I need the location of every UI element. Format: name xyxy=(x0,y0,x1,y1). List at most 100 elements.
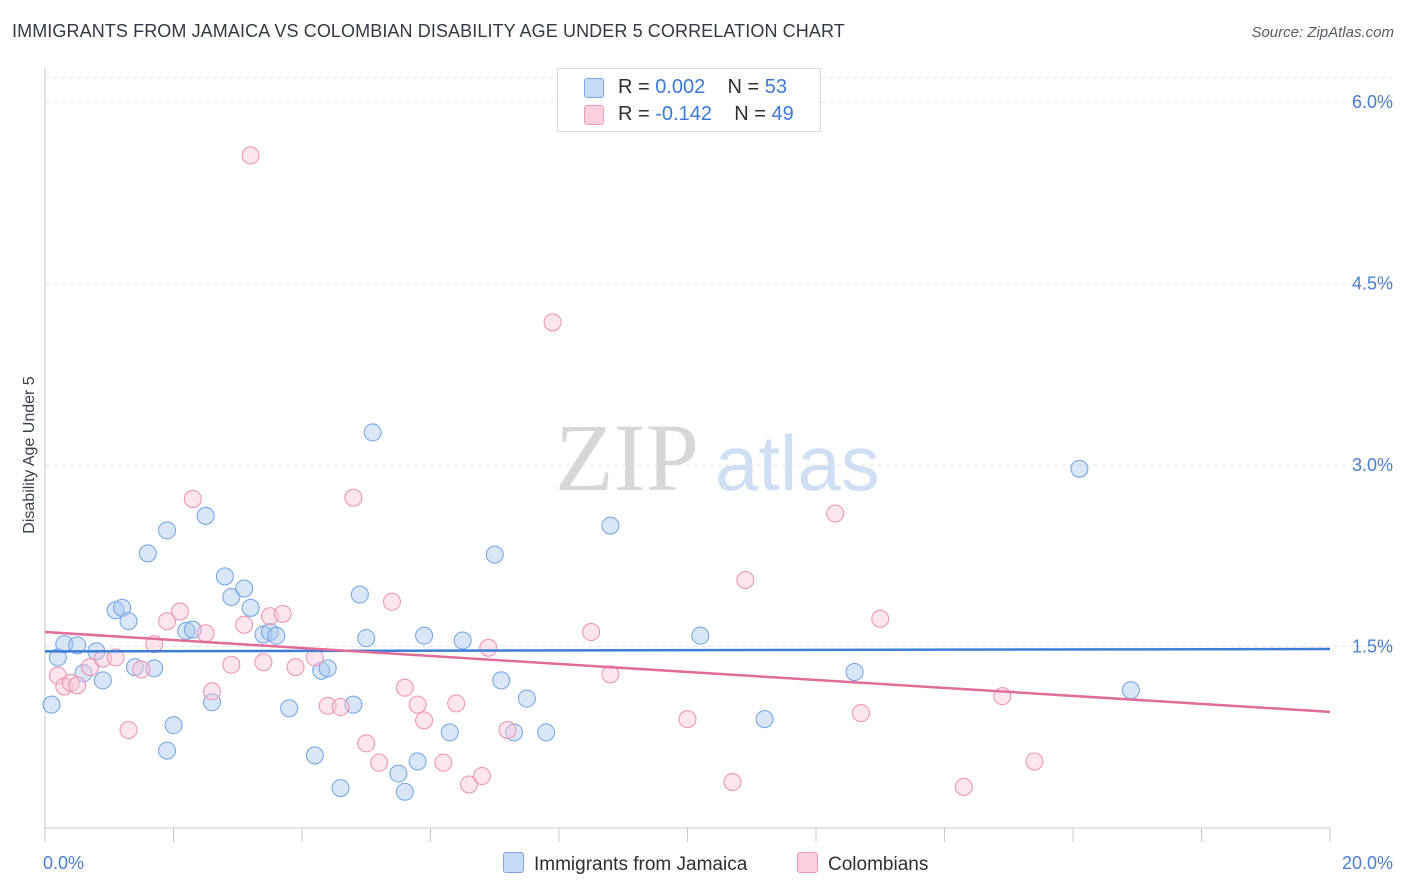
point-colombians xyxy=(434,753,453,772)
point-jamaica xyxy=(305,746,324,765)
point-colombians xyxy=(235,615,254,634)
point-colombians xyxy=(370,753,389,772)
point-colombians xyxy=(158,612,177,631)
trendline-jamaica xyxy=(44,647,1331,653)
point-jamaica xyxy=(440,723,459,742)
point-jamaica xyxy=(318,659,337,678)
point-jamaica xyxy=(145,659,164,678)
point-colombians xyxy=(871,609,890,628)
point-jamaica xyxy=(119,612,138,631)
point-colombians xyxy=(170,602,189,621)
legend-n-value-colombians: 49 xyxy=(771,103,794,125)
bottom-legend-swatch-jamaica xyxy=(503,852,524,873)
point-colombians xyxy=(331,698,350,717)
bottom-legend-label-colombians: Colombians xyxy=(828,854,929,875)
point-jamaica xyxy=(408,752,427,771)
point-colombians xyxy=(447,694,466,713)
point-jamaica xyxy=(1121,681,1140,700)
point-colombians xyxy=(395,678,414,697)
bottom-legend-swatch-colombians xyxy=(797,852,818,873)
point-colombians xyxy=(203,682,222,701)
watermark-zip: ZIP xyxy=(555,404,699,511)
legend-n-value-jamaica: 53 xyxy=(764,76,788,98)
point-jamaica xyxy=(158,741,177,760)
point-colombians xyxy=(1025,752,1044,771)
point-jamaica xyxy=(235,579,254,598)
point-colombians xyxy=(68,676,87,695)
point-jamaica xyxy=(196,506,215,525)
y-tick-label: 3.0% xyxy=(1352,455,1393,475)
point-jamaica xyxy=(395,782,414,801)
point-jamaica xyxy=(537,723,556,742)
point-colombians xyxy=(382,592,401,611)
axes xyxy=(44,68,1331,842)
point-jamaica xyxy=(164,716,183,735)
point-jamaica xyxy=(203,693,222,712)
point-colombians xyxy=(273,604,292,623)
watermark-atlas: atlas xyxy=(715,419,880,507)
bottom-legend-colombians: Colombians xyxy=(797,852,928,876)
point-colombians xyxy=(460,775,479,794)
point-colombians xyxy=(106,648,125,667)
point-jamaica xyxy=(1070,459,1089,478)
point-colombians xyxy=(678,710,697,729)
legend-n-label: N = xyxy=(734,103,772,125)
chart-title: IMMIGRANTS FROM JAMAICA VS COLOMBIAN DIS… xyxy=(12,21,845,41)
point-jamaica xyxy=(158,521,177,540)
y-tick-label: 6.0% xyxy=(1352,92,1393,112)
legend-r-label: R = xyxy=(618,103,656,125)
point-jamaica xyxy=(215,567,234,586)
point-colombians xyxy=(736,571,755,590)
point-colombians xyxy=(415,711,434,730)
point-colombians xyxy=(241,146,260,165)
point-jamaica xyxy=(357,629,376,648)
legend-n-label: N = xyxy=(727,76,765,98)
point-jamaica xyxy=(350,585,369,604)
point-colombians xyxy=(479,638,498,657)
point-colombians xyxy=(723,773,742,792)
point-colombians xyxy=(80,658,99,677)
point-jamaica xyxy=(845,662,864,681)
y-axis-label: Disability Age Under 5 xyxy=(21,376,38,534)
legend-r-value-colombians: -0.142 xyxy=(655,103,712,125)
point-jamaica xyxy=(42,695,61,714)
point-jamaica xyxy=(485,545,504,564)
point-colombians xyxy=(357,734,376,753)
point-jamaica xyxy=(177,621,196,640)
point-jamaica xyxy=(389,764,408,783)
legend-r-label: R = xyxy=(618,76,656,98)
point-colombians xyxy=(183,489,202,508)
x-tick-label-max: 20.0% xyxy=(1342,853,1393,873)
watermark: ZIP atlas xyxy=(555,404,880,511)
point-colombians xyxy=(196,624,215,643)
point-colombians xyxy=(222,655,241,674)
point-colombians xyxy=(119,721,138,740)
point-jamaica xyxy=(363,423,382,442)
bottom-legend-label-jamaica: Immigrants from Jamaica xyxy=(534,854,748,875)
bottom-legend-jamaica: Immigrants from Jamaica xyxy=(503,852,747,876)
point-colombians xyxy=(543,313,562,332)
point-colombians xyxy=(954,777,973,796)
point-jamaica xyxy=(241,598,260,617)
series-jamaica xyxy=(42,423,1140,801)
point-jamaica xyxy=(267,626,286,645)
point-jamaica xyxy=(453,631,472,650)
point-colombians xyxy=(472,766,491,785)
point-jamaica xyxy=(138,544,157,563)
point-colombians xyxy=(601,665,620,684)
point-colombians xyxy=(286,658,305,677)
point-jamaica xyxy=(222,587,241,606)
point-jamaica xyxy=(280,699,299,718)
point-jamaica xyxy=(415,626,434,645)
legend-swatch-colombians xyxy=(584,105,604,125)
legend-r-value-jamaica: 0.002 xyxy=(655,76,706,98)
trendline-colombians xyxy=(44,630,1331,714)
point-jamaica xyxy=(55,635,74,654)
legend-swatch-jamaica xyxy=(584,78,604,98)
point-jamaica xyxy=(517,689,536,708)
point-jamaica xyxy=(93,671,112,690)
point-jamaica xyxy=(492,671,511,690)
point-colombians xyxy=(582,623,601,642)
point-colombians xyxy=(318,696,337,715)
